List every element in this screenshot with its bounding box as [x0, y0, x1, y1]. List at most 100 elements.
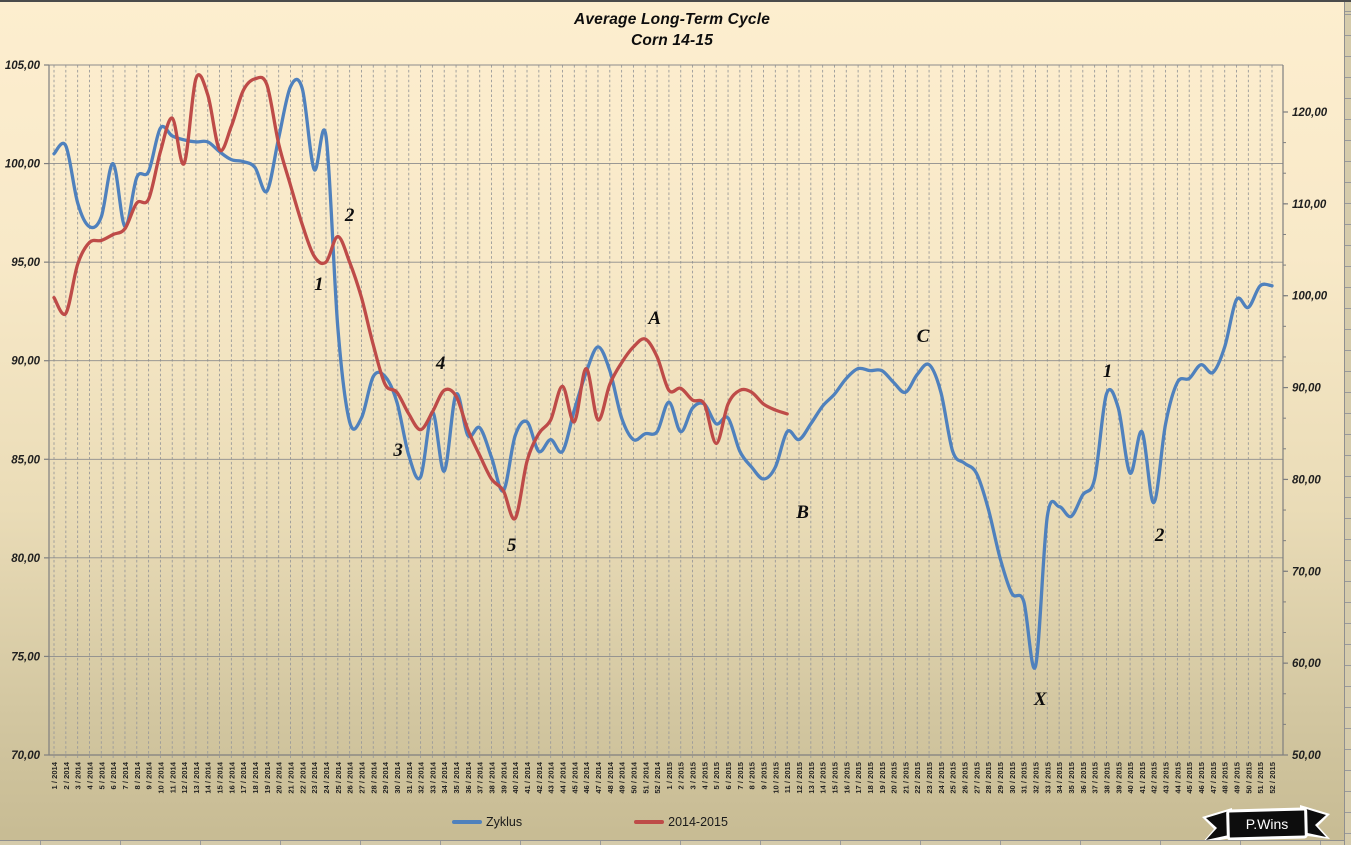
- x-axis-label: 43 / 2015: [1162, 761, 1171, 793]
- right-axis-label: 100,00: [1292, 291, 1328, 303]
- x-axis-label: 30 / 2014: [393, 761, 402, 793]
- x-axis-label: 6 / 2014: [109, 761, 118, 789]
- x-axis-label: 10 / 2014: [156, 761, 165, 793]
- x-axis-label: 44 / 2014: [558, 761, 567, 793]
- x-axis-label: 27 / 2015: [972, 761, 981, 793]
- legend-label-2014-2015: 2014-2015: [668, 815, 728, 829]
- x-axis-label: 26 / 2014: [346, 761, 355, 793]
- x-axis-label: 5 / 2015: [712, 761, 721, 789]
- chart-title: Average Long-Term Cycle Corn 14-15: [0, 9, 1344, 51]
- x-axis-label: 32 / 2014: [417, 761, 426, 793]
- x-axis-label: 31 / 2014: [405, 761, 414, 793]
- x-axis-label: 14 / 2014: [204, 761, 213, 793]
- x-axis-label: 29 / 2015: [996, 761, 1005, 793]
- x-axis-label: 23 / 2015: [925, 761, 934, 793]
- x-axis-label: 49 / 2014: [618, 761, 627, 793]
- x-axis-label: 20 / 2014: [275, 761, 284, 793]
- x-axis-label: 37 / 2014: [476, 761, 485, 793]
- x-axis-label: 21 / 2015: [901, 761, 910, 793]
- x-axis-label: 46 / 2014: [582, 761, 591, 793]
- right-axis-label: 70,00: [1292, 566, 1321, 578]
- x-axis-label: 11 / 2014: [168, 761, 177, 793]
- x-axis-label: 25 / 2015: [949, 761, 958, 793]
- window-top-border: [0, 0, 1351, 2]
- x-axis-label: 43 / 2014: [547, 761, 556, 793]
- x-axis-label: 24 / 2015: [937, 761, 946, 793]
- x-axis-label: 18 / 2014: [251, 761, 260, 793]
- x-axis-label: 40 / 2015: [1126, 761, 1135, 793]
- series-line-zyklus[interactable]: [52, 77, 1274, 670]
- pwins-logo: P.Wins: [1200, 801, 1332, 845]
- sheet-edge-bottom: [0, 840, 1351, 845]
- pwins-ribbon-icon: P.Wins: [1202, 805, 1330, 843]
- wave-annotation-3: 3: [393, 440, 403, 462]
- wave-annotation-1: 1: [1102, 360, 1113, 382]
- x-axis-label: 16 / 2015: [842, 761, 851, 793]
- right-axis-label: 50,00: [1292, 750, 1321, 762]
- x-axis-label: 34 / 2015: [1055, 761, 1064, 793]
- x-axis-label: 10 / 2015: [771, 761, 780, 793]
- left-axis-label: 75,00: [11, 651, 40, 663]
- x-axis-label: 2 / 2015: [677, 761, 686, 789]
- x-axis-label: 48 / 2015: [1221, 761, 1230, 793]
- x-axis-label: 48 / 2014: [606, 761, 615, 793]
- x-axis-label: 3 / 2014: [74, 761, 83, 789]
- x-axis-label: 9 / 2014: [145, 761, 154, 789]
- x-axis-label: 42 / 2015: [1150, 761, 1159, 793]
- x-axis-label: 1 / 2014: [50, 761, 59, 789]
- x-axis-label: 35 / 2015: [1067, 761, 1076, 793]
- x-axis-label: 49 / 2015: [1233, 761, 1242, 793]
- x-axis-label: 36 / 2015: [1079, 761, 1088, 793]
- right-axis-label: 90,00: [1292, 383, 1321, 395]
- left-axis-label: 100,00: [5, 159, 41, 171]
- pwins-logo-text: P.Wins: [1246, 816, 1289, 832]
- series-line-2014-2015[interactable]: [52, 73, 789, 521]
- x-axis-label: 1 / 2015: [665, 761, 674, 789]
- x-axis-label: 14 / 2015: [819, 761, 828, 793]
- legend-item-2014-2015[interactable]: 2014-2015: [634, 815, 728, 829]
- x-axis-label: 12 / 2015: [795, 761, 804, 793]
- x-axis-label: 51 / 2014: [641, 761, 650, 793]
- x-axis-label: 7 / 2014: [121, 761, 130, 789]
- wave-annotation-2: 2: [344, 204, 355, 226]
- x-axis-label: 19 / 2014: [263, 761, 272, 793]
- x-axis-label: 40 / 2014: [511, 761, 520, 793]
- x-axis-label: 2 / 2014: [62, 761, 71, 789]
- right-axis-label: 120,00: [1292, 107, 1328, 119]
- legend[interactable]: Zyklus 2014-2015: [452, 815, 728, 829]
- x-axis-label: 13 / 2015: [807, 761, 816, 793]
- x-axis-label: 21 / 2014: [287, 761, 296, 793]
- x-axis-label: 24 / 2014: [322, 761, 331, 793]
- x-axis-label: 42 / 2014: [535, 761, 544, 793]
- x-axis-label: 30 / 2015: [1008, 761, 1017, 793]
- x-axis-label: 50 / 2015: [1244, 761, 1253, 793]
- x-axis-label: 41 / 2014: [523, 761, 532, 793]
- x-axis-label: 5 / 2014: [97, 761, 106, 789]
- left-axis-label: 85,00: [11, 454, 40, 466]
- x-axis-label: 51 / 2015: [1256, 761, 1265, 793]
- x-axis-label: 7 / 2015: [736, 761, 745, 789]
- left-axis-label: 105,00: [5, 60, 41, 72]
- wave-annotation-c: C: [916, 325, 930, 347]
- x-axis-label: 35 / 2014: [452, 761, 461, 793]
- x-axis-label: 38 / 2015: [1102, 761, 1111, 793]
- wave-annotation-4: 4: [435, 352, 446, 374]
- wave-annotation-2: 2: [1154, 525, 1165, 547]
- x-axis-label: 23 / 2014: [310, 761, 319, 793]
- chart-title-line2: Corn 14-15: [630, 32, 714, 49]
- x-axis-label: 45 / 2014: [570, 761, 579, 793]
- right-axis-label: 60,00: [1292, 658, 1321, 670]
- x-axis-label: 26 / 2015: [961, 761, 970, 793]
- right-axis-label: 80,00: [1292, 474, 1321, 486]
- x-axis-label: 45 / 2015: [1185, 761, 1194, 793]
- x-axis-label: 27 / 2014: [357, 761, 366, 793]
- x-axis-label: 4 / 2014: [85, 761, 94, 789]
- left-axis-label: 90,00: [11, 356, 40, 368]
- legend-item-zyklus[interactable]: Zyklus: [452, 815, 522, 829]
- x-axis-label: 29 / 2014: [381, 761, 390, 793]
- x-axis-label: 34 / 2014: [440, 761, 449, 793]
- wave-annotation-1: 1: [314, 273, 324, 295]
- x-axis-label: 28 / 2014: [369, 761, 378, 793]
